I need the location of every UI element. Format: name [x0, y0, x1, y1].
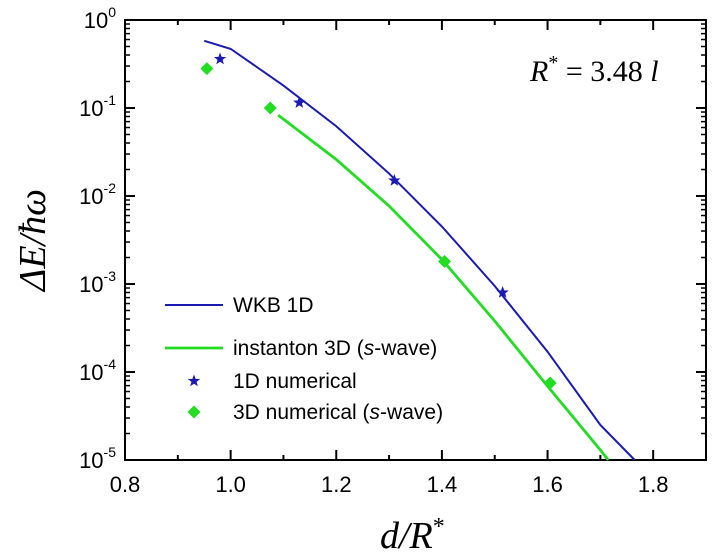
- legend-label: 3D numerical (s-wave): [233, 401, 443, 424]
- x-tick-label: 1.0: [215, 472, 246, 497]
- data-point-star: [496, 286, 509, 298]
- tick-labels: 0.8 1.0 1.2 1.4 1.6 1.8 100 10-1 10-2 10-3 10-4 10-…: [79, 4, 668, 497]
- legend-label: instanton 3D (s-wave): [233, 337, 437, 360]
- series-line: [203, 39, 636, 461]
- legend: WKB 1D instanton 3D (s-wave) 1D numerical 3…: [165, 294, 443, 424]
- legend-swatch: [187, 374, 201, 387]
- axis-ticks: [124, 19, 707, 461]
- x-axis-title-main: d/R: [380, 515, 433, 557]
- x-axis-title: d/R*: [380, 514, 445, 557]
- y-tick-label: 10-4: [79, 356, 116, 385]
- x-axis-title-sup: *: [433, 514, 445, 540]
- series-line: [277, 114, 610, 461]
- data-point-star: [388, 174, 401, 186]
- x-tick-label: 1.8: [638, 472, 669, 497]
- data-point-star: [213, 52, 227, 65]
- y-tick-label: 10-2: [79, 180, 116, 209]
- legend-label: WKB 1D: [233, 294, 314, 317]
- data-point-diamond: [438, 255, 452, 269]
- legend-swatch: [187, 405, 201, 419]
- data-point-star: [293, 96, 306, 108]
- x-tick-label: 1.6: [532, 472, 563, 497]
- x-tick-label: 1.4: [427, 472, 458, 497]
- y-axis-title: ΔE/ħω: [12, 189, 54, 293]
- y-tick-label: 10-1: [79, 92, 116, 121]
- annotation-sup: *: [548, 52, 558, 74]
- series-layer: [200, 39, 636, 461]
- y-tick-label: 10-5: [79, 444, 116, 473]
- annotation-lhs: R: [529, 55, 548, 88]
- data-point-diamond: [200, 62, 214, 76]
- annotation-r-star: R* = 3.48 l: [529, 52, 659, 88]
- y-tick-label: 100: [84, 4, 116, 33]
- annotation-rhs: = 3.48 l: [558, 55, 658, 88]
- legend-label: 1D numerical: [233, 370, 357, 393]
- x-tick-label: 1.2: [321, 472, 352, 497]
- y-tick-label: 10-3: [79, 268, 116, 297]
- plot-frame: [124, 19, 707, 461]
- data-point-diamond: [263, 101, 277, 115]
- x-tick-label: 0.8: [110, 472, 141, 497]
- data-point-diamond: [543, 376, 557, 390]
